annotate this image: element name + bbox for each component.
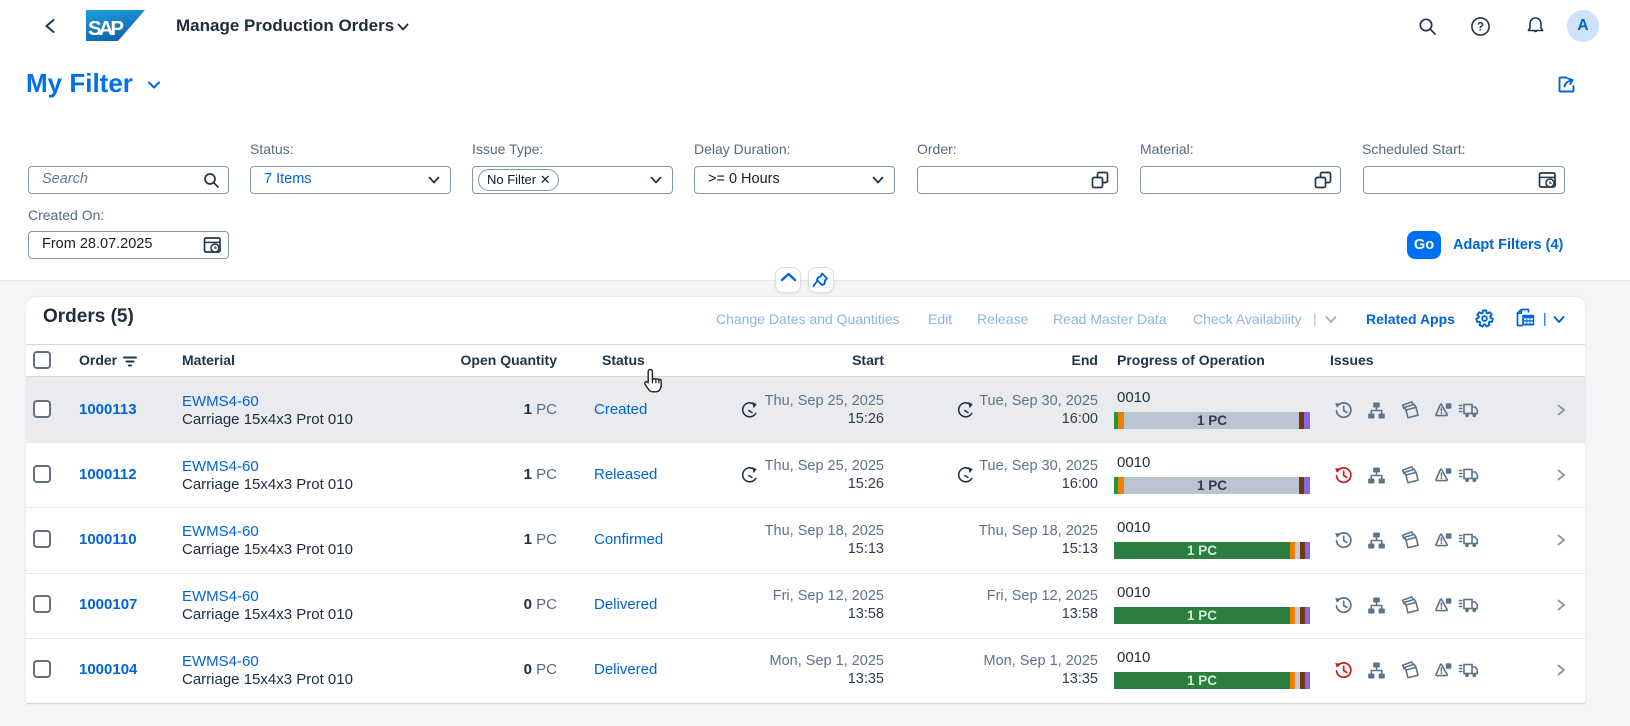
svg-text:?: ?	[1477, 22, 1484, 34]
svg-text:SAP: SAP	[88, 17, 124, 40]
